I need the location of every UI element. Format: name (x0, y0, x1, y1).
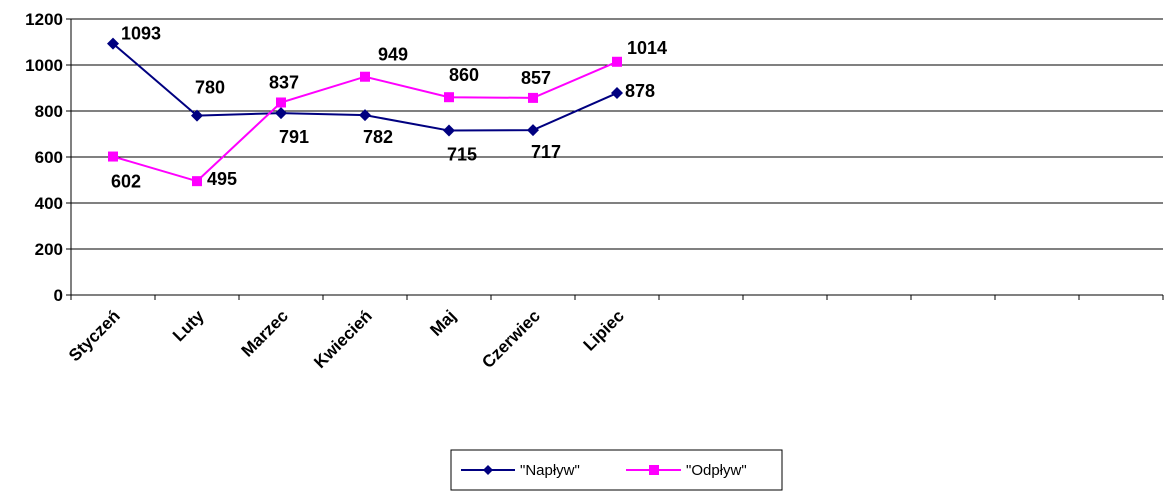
x-tick-label: Styczeń (65, 306, 124, 365)
legend-marker-naplyw (483, 465, 493, 475)
data-label-naplyw: 780 (195, 78, 225, 98)
data-label-odplyw: 860 (449, 65, 479, 85)
data-point-odplyw (360, 71, 370, 82)
data-label-naplyw: 791 (279, 127, 309, 147)
data-point-naplyw (275, 107, 287, 120)
data-label-naplyw: 717 (531, 142, 561, 162)
y-axis-tick-labels: 0 200 400 600 800 1000 1200 (25, 10, 63, 305)
data-point-naplyw (443, 124, 455, 137)
y-tick-label: 600 (35, 148, 63, 167)
x-tick-label: Maj (426, 306, 459, 339)
data-label-naplyw: 878 (625, 81, 655, 101)
data-label-odplyw: 837 (269, 72, 299, 92)
data-point-naplyw (191, 109, 203, 122)
data-label-odplyw: 495 (207, 169, 237, 189)
data-label-naplyw: 782 (363, 127, 393, 147)
y-tick-label: 800 (35, 102, 63, 121)
axes (66, 18, 1164, 300)
data-label-odplyw: 602 (111, 172, 141, 192)
y-tick-label: 400 (35, 194, 63, 213)
data-label-naplyw: 715 (447, 145, 477, 165)
y-tick-label: 1000 (25, 56, 63, 75)
legend-label-naplyw: "Napływ" (520, 462, 580, 479)
x-tick-label: Marzec (238, 306, 292, 360)
data-point-odplyw (612, 56, 622, 67)
data-label-odplyw: 1014 (627, 38, 667, 58)
data-point-odplyw (528, 92, 538, 103)
legend: "Napływ" "Odpływ" (450, 449, 783, 491)
x-tick-label: Lipiec (580, 306, 628, 354)
y-tick-label: 0 (54, 286, 63, 305)
gridlines (71, 18, 1163, 250)
x-tick-label: Czerwiec (478, 306, 544, 372)
series-group (107, 37, 623, 187)
legend-marker-odplyw (649, 465, 659, 475)
data-point-naplyw (527, 124, 539, 137)
data-label-naplyw: 1093 (121, 24, 161, 44)
data-point-odplyw (108, 151, 118, 162)
x-tick-label: Luty (169, 306, 208, 345)
data-labels: 1093 780 791 782 715 717 878 602 495 837 949 860 857… (111, 24, 667, 192)
data-point-naplyw (107, 37, 119, 50)
data-point-odplyw (444, 92, 454, 103)
y-tick-label: 200 (35, 240, 63, 259)
legend-label-odplyw: "Odpływ" (686, 462, 747, 479)
data-point-naplyw (611, 87, 623, 100)
data-point-odplyw (276, 97, 286, 108)
x-axis-tick-labels: Styczeń Luty Marzec Kwiecień Maj Czerwiec Lipi… (65, 306, 628, 372)
y-tick-label: 1200 (25, 10, 63, 29)
x-tick-label: Kwiecień (310, 306, 376, 372)
data-point-odplyw (192, 176, 202, 187)
data-label-odplyw: 857 (521, 68, 551, 88)
data-label-odplyw: 949 (378, 45, 408, 65)
data-point-naplyw (359, 109, 371, 122)
